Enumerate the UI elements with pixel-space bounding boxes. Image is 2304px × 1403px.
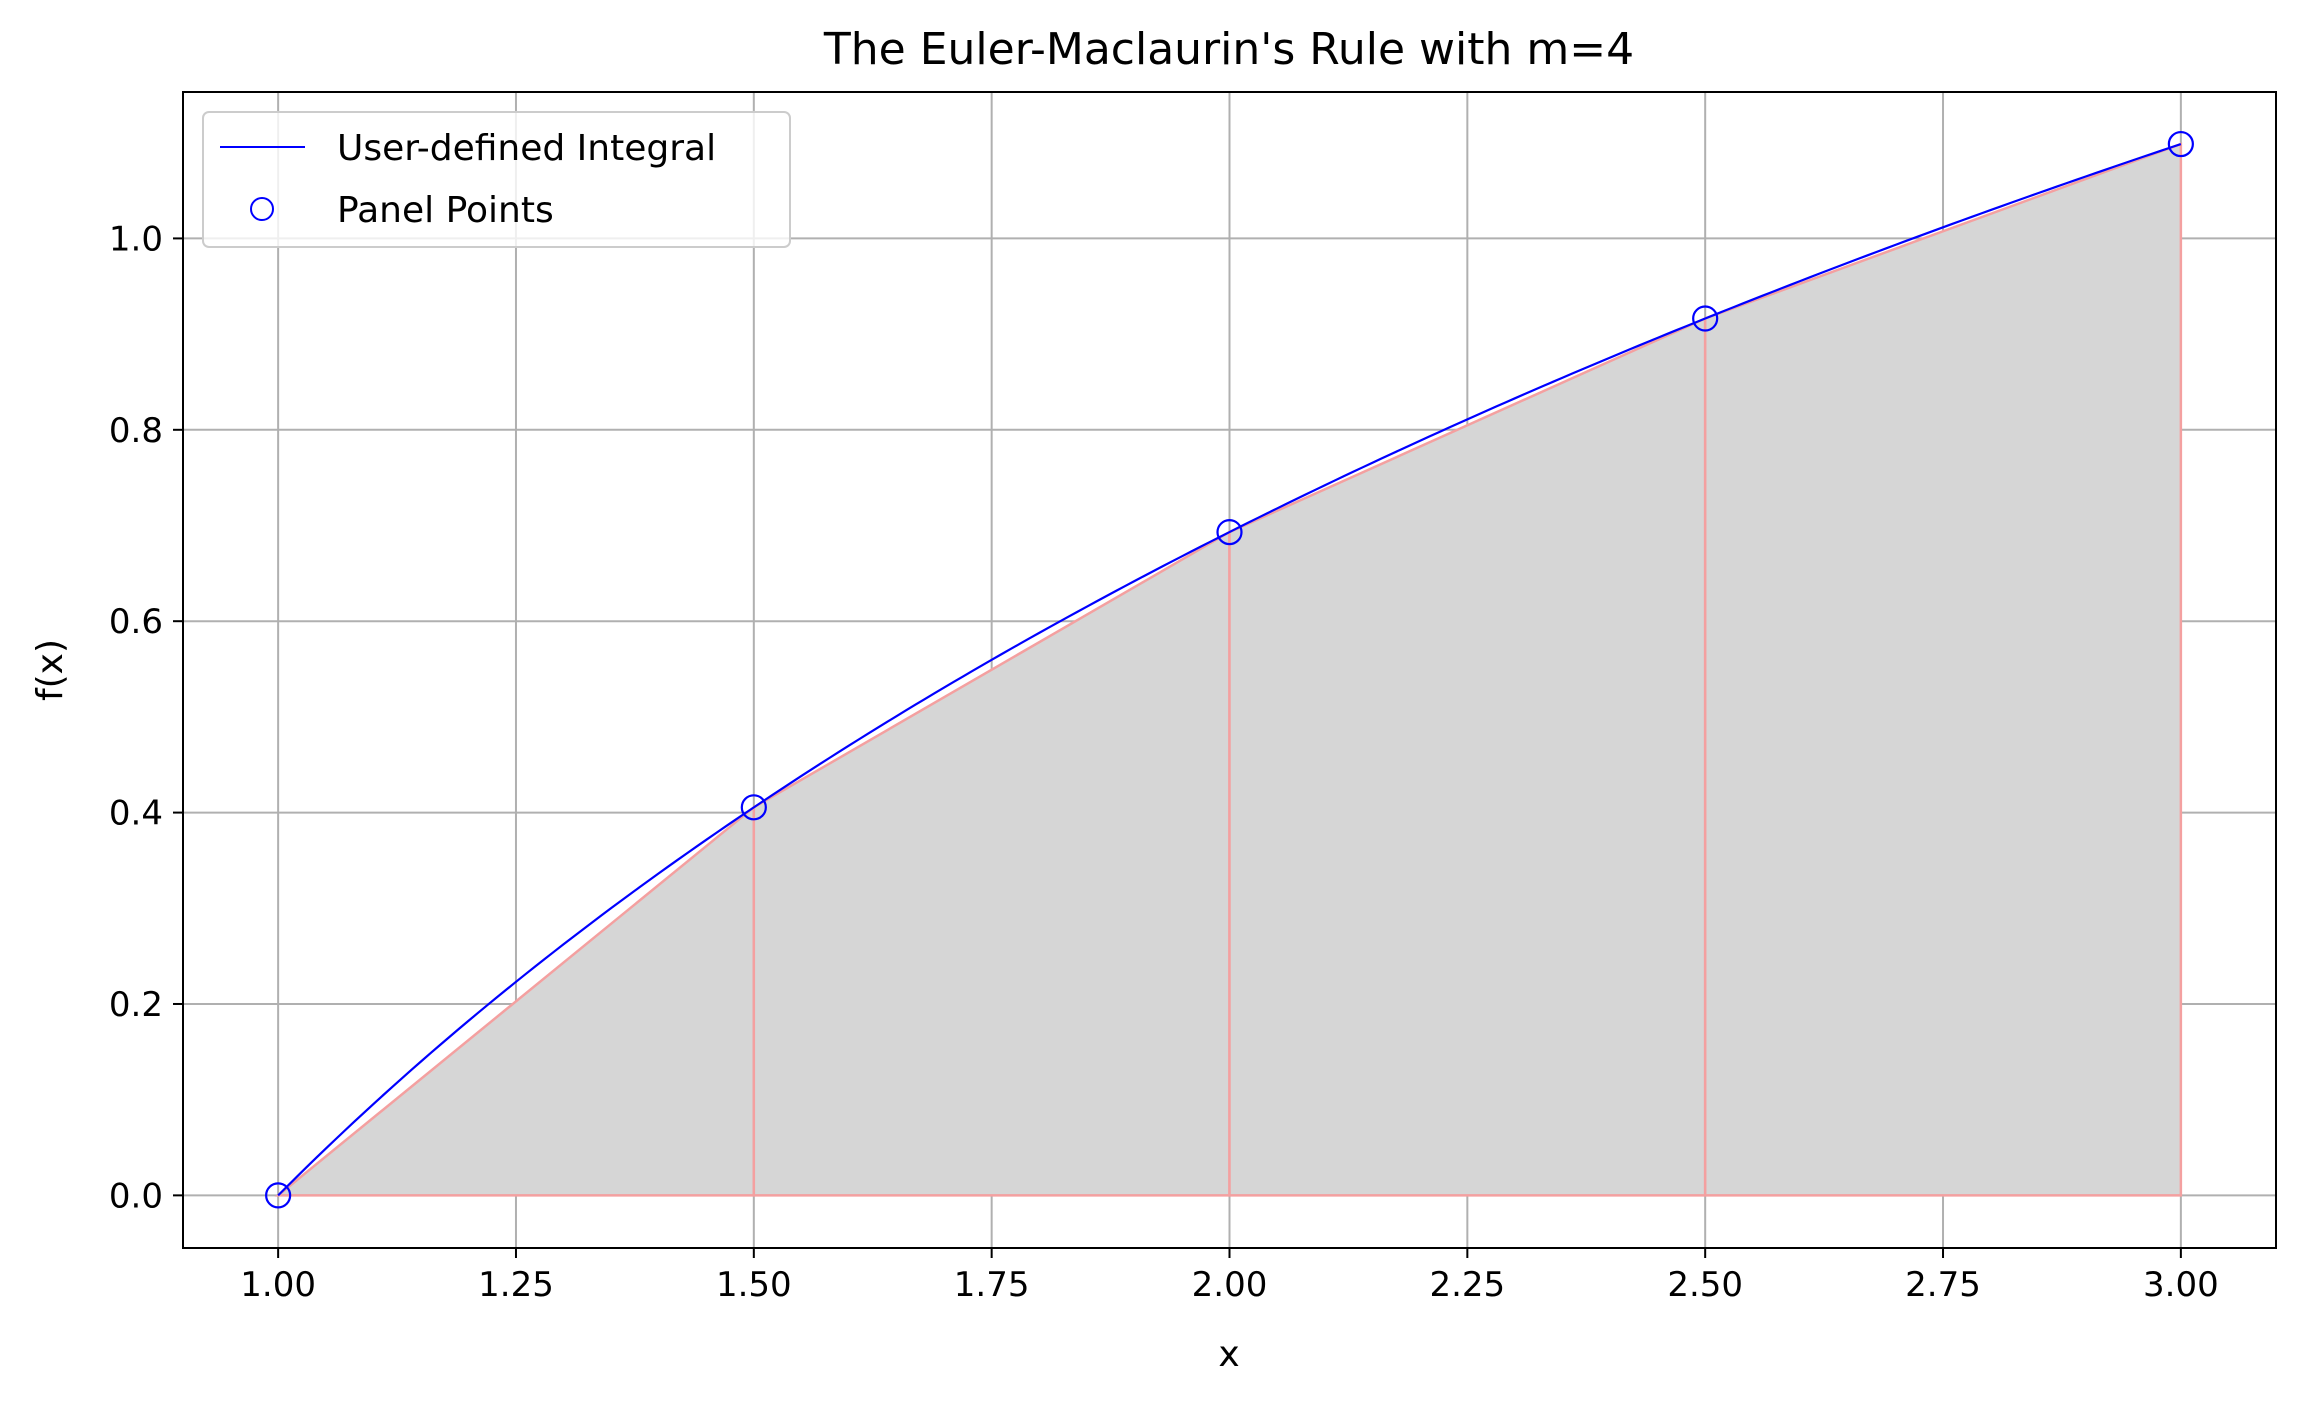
x-tick-label: 2.00 xyxy=(1192,1265,1268,1305)
x-tick-label: 1.50 xyxy=(716,1265,792,1305)
x-tick-label: 2.50 xyxy=(1667,1265,1743,1305)
panel-point xyxy=(265,1182,292,1209)
x-axis-ticks: 1.00 1.25 1.50 1.75 2.00 2.25 2.50 2.75 3.00 xyxy=(240,1248,2219,1305)
x-axis-label: x xyxy=(1218,1334,1239,1375)
panel-point xyxy=(1692,305,1719,332)
legend-label-curve: User-defined Integral xyxy=(337,128,716,169)
y-tick-label: 0.2 xyxy=(109,985,163,1025)
trapezoid-panels xyxy=(274,142,2183,1197)
x-tick-label: 2.75 xyxy=(1905,1265,1981,1305)
y-tick-label: 0.6 xyxy=(109,602,163,642)
panel-point xyxy=(2167,130,2194,158)
x-tick-label: 1.25 xyxy=(478,1265,554,1305)
x-tick-label: 3.00 xyxy=(2143,1265,2219,1305)
trapezoid-panel xyxy=(1703,142,2183,1197)
chart-title: The Euler-Maclaurin's Rule with m=4 xyxy=(823,24,1634,75)
legend: User-defined Integral Panel Points xyxy=(202,111,791,248)
panel-point xyxy=(740,794,767,821)
user-defined-integral-line xyxy=(277,143,2182,1197)
y-axis-ticks: 0.0 0.2 0.4 0.6 0.8 1.0 xyxy=(109,219,183,1216)
legend-box xyxy=(202,111,791,248)
legend-label-points: Panel Points xyxy=(337,190,554,231)
x-tick-label: 2.25 xyxy=(1429,1265,1505,1305)
y-tick-label: 1.0 xyxy=(109,219,163,259)
curve-series xyxy=(277,143,2182,1197)
x-tick-label: 1.00 xyxy=(240,1265,316,1305)
panel-points-series xyxy=(265,130,2194,1209)
y-tick-label: 0.4 xyxy=(109,794,163,834)
legend-marker-swatch xyxy=(250,197,274,221)
y-axis-label: f(x) xyxy=(30,639,71,701)
panel-point xyxy=(1216,519,1243,546)
y-tick-label: 0.0 xyxy=(109,1176,163,1216)
x-tick-label: 1.75 xyxy=(954,1265,1030,1305)
y-tick-label: 0.8 xyxy=(109,411,163,451)
